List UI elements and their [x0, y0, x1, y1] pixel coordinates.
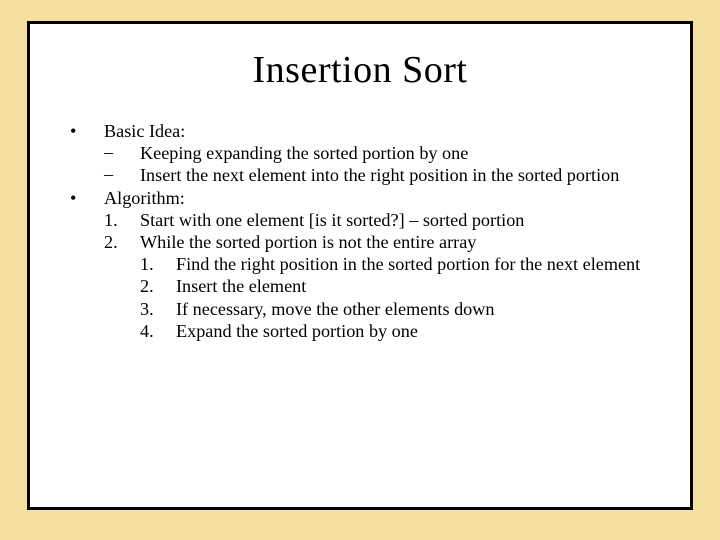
- list-item: 4. Expand the sorted portion by one: [70, 320, 672, 342]
- item-text: If necessary, move the other elements do…: [176, 298, 672, 320]
- list-item: – Insert the next element into the right…: [70, 164, 672, 186]
- number-marker: 2.: [140, 275, 176, 297]
- item-text: Insert the next element into the right p…: [140, 164, 672, 186]
- item-text: Find the right position in the sorted po…: [176, 253, 672, 275]
- slide-background: Insertion Sort • Basic Idea: – Keeping e…: [0, 0, 720, 540]
- item-label: Basic Idea:: [104, 120, 672, 142]
- item-text: Insert the element: [176, 275, 672, 297]
- number-marker: 2.: [104, 231, 140, 253]
- item-text: While the sorted portion is not the enti…: [140, 231, 672, 253]
- slide-title: Insertion Sort: [30, 48, 690, 92]
- number-marker: 3.: [140, 298, 176, 320]
- item-text: Keeping expanding the sorted portion by …: [140, 142, 672, 164]
- list-item: – Keeping expanding the sorted portion b…: [70, 142, 672, 164]
- list-item: 1. Start with one element [is it sorted?…: [70, 209, 672, 231]
- dash-icon: –: [104, 163, 140, 185]
- item-text: Expand the sorted portion by one: [176, 320, 672, 342]
- list-item: • Algorithm:: [70, 187, 672, 209]
- number-marker: 1.: [140, 253, 176, 275]
- list-item: 2. While the sorted portion is not the e…: [70, 231, 672, 253]
- list-item: 2. Insert the element: [70, 275, 672, 297]
- slide-content: • Basic Idea: – Keeping expanding the so…: [30, 120, 690, 342]
- number-marker: 1.: [104, 209, 140, 231]
- slide-panel: Insertion Sort • Basic Idea: – Keeping e…: [27, 21, 693, 510]
- number-marker: 4.: [140, 320, 176, 342]
- bullet-icon: •: [70, 120, 104, 142]
- list-item: 3. If necessary, move the other elements…: [70, 298, 672, 320]
- list-item: • Basic Idea:: [70, 120, 672, 142]
- item-text: Start with one element [is it sorted?] –…: [140, 209, 672, 231]
- list-item: 1. Find the right position in the sorted…: [70, 253, 672, 275]
- bullet-icon: •: [70, 187, 104, 209]
- dash-icon: –: [104, 141, 140, 163]
- item-label: Algorithm:: [104, 187, 672, 209]
